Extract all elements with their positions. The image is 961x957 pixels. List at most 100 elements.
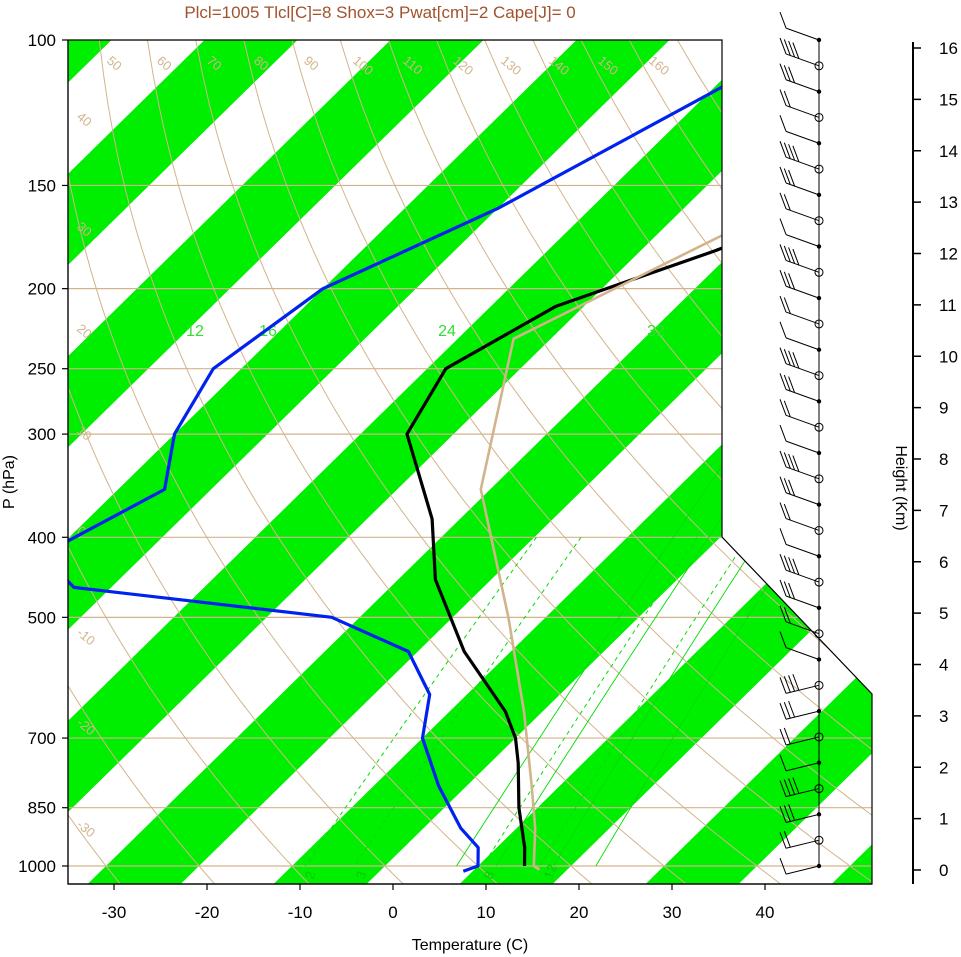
height-tick-label: 9: [939, 399, 948, 418]
wind-barb: [779, 502, 824, 535]
wind-barb: [779, 777, 824, 798]
mixing-ratio-label: 2: [302, 869, 319, 881]
temperature-tick-label: 40: [756, 903, 775, 922]
chart-title: Plcl=1005 Tlcl[C]=8 Shox=3 Pwat[cm]=2 Ca…: [184, 3, 575, 22]
isotherm-label: 10: [747, 535, 771, 559]
height-tick-label: 16: [939, 39, 958, 58]
mixing-ratio-label: 12: [186, 323, 204, 340]
height-tick-label: 10: [939, 347, 958, 366]
temperature-tick-label: 30: [663, 903, 682, 922]
pressure-tick-label: 850: [28, 799, 56, 818]
isotherm-label: 20: [726, 229, 750, 253]
wind-barb: [779, 89, 824, 122]
height-tick-label: 8: [939, 450, 948, 469]
height-tick-label: 1: [939, 810, 948, 829]
dry-adiabat-label: -10: [74, 625, 98, 649]
moist-adiabat-line: [456, 353, 800, 867]
wind-barb: [779, 450, 824, 484]
mixing-ratio-label: 12: [541, 862, 560, 881]
temperature-tick-label: -20: [195, 903, 220, 922]
isotherm-label: 30: [726, 119, 750, 143]
dry-adiabat-line: [68, 40, 313, 884]
mixing-ratio-line: [482, 537, 698, 867]
wind-barb: [779, 321, 822, 352]
dry-adiabat-line: [68, 40, 218, 884]
wind-barb: [779, 11, 822, 43]
isotherm-label: 0: [726, 457, 744, 475]
dry-adiabat-line: [147, 40, 691, 884]
wind-barb: [779, 754, 822, 772]
dry-adiabat-line: [68, 40, 502, 884]
mixing-ratio-line: [539, 537, 749, 867]
temperature-axis-title: Temperature (C): [412, 937, 528, 954]
dry-adiabat-label: 90: [301, 53, 322, 74]
wind-barb: [779, 166, 822, 198]
wind-barb: [779, 553, 824, 587]
pressure-tick-label: 250: [28, 360, 56, 379]
dry-adiabat-label: -30: [74, 817, 98, 841]
wind-barb: [779, 218, 822, 249]
dry-adiabat-line: [291, 40, 872, 884]
pressure-tick-label: 150: [28, 176, 56, 195]
dry-adiabat-line: [243, 40, 872, 884]
wind-barb: [779, 244, 824, 277]
wind-barb: [779, 37, 824, 71]
dry-adiabat-line: [339, 40, 872, 884]
temperature-tick-label: 20: [570, 903, 589, 922]
height-tick-label: 14: [939, 142, 958, 161]
wind-barb: [779, 140, 824, 174]
mixing-ratio-label: 8: [481, 869, 498, 881]
temperature-band: [68, 40, 670, 884]
temperature-band: [68, 40, 484, 884]
wind-barb: [779, 399, 824, 432]
temperature-tick-label: 0: [388, 903, 397, 922]
wind-barb: [779, 295, 824, 329]
height-tick-label: 7: [939, 501, 948, 520]
wind-barb: [779, 192, 824, 226]
pressure-axis-title: P (hPa): [1, 455, 18, 509]
wind-barb: [779, 605, 824, 639]
dry-adiabat-line: [436, 40, 872, 884]
height-tick-label: 12: [939, 245, 958, 264]
mixing-ratio-label: 3: [353, 869, 370, 881]
wind-barb: [779, 270, 822, 301]
temperature-axis: -30 -20 -10 0 10 20 30 40: [68, 883, 872, 922]
dewpoint-profile-line: [68, 40, 810, 873]
temperature-tick-label: -10: [288, 903, 313, 922]
isotherm-label: 10: [726, 335, 750, 359]
dry-adiabat-label: 40: [74, 109, 95, 130]
height-tick-label: 0: [939, 861, 948, 880]
wind-barb: [779, 373, 822, 404]
height-axis-title: Height (Km): [892, 445, 909, 530]
temperature-bands: [68, 40, 872, 884]
wind-barb: [779, 700, 822, 720]
dry-adiabat-label: 50: [104, 53, 125, 74]
pressure-tick-label: 700: [28, 729, 56, 748]
dry-adiabat-line: [68, 40, 407, 884]
height-tick-label: 13: [939, 193, 958, 212]
wind-barb: [779, 579, 822, 611]
height-tick-label: 6: [939, 553, 948, 572]
pressure-tick-label: 200: [28, 280, 56, 299]
mixing-ratio-line: [304, 537, 537, 867]
wind-barb: [779, 115, 822, 146]
parcel-profile-line: [479, 40, 872, 871]
wind-barb: [779, 347, 824, 381]
height-tick-label: 2: [939, 758, 948, 777]
height-tick-label: 15: [939, 90, 958, 109]
dry-adiabat-line: [484, 40, 872, 884]
wind-barb: [779, 63, 822, 94]
wind-barb: [779, 727, 824, 746]
mixing-ratio-line: [353, 537, 582, 867]
pressure-tick-label: 1000: [18, 857, 56, 876]
dry-adiabat-line: [195, 40, 785, 884]
wind-barb: [779, 831, 824, 849]
temperature-tick-label: 10: [477, 903, 496, 922]
height-tick-label: 3: [939, 707, 948, 726]
height-tick-label: 5: [939, 604, 948, 623]
pressure-tick-label: 400: [28, 528, 56, 547]
wind-barb: [779, 424, 822, 456]
